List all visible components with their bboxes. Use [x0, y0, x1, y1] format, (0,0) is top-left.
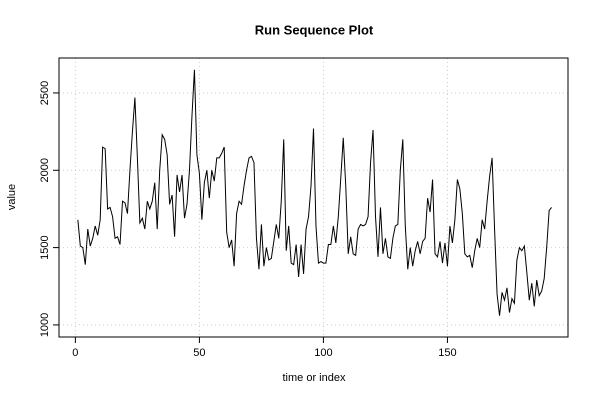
x-tick-label: 100	[314, 347, 332, 359]
y-tick-label: 2500	[39, 81, 51, 105]
x-tick-label: 150	[438, 347, 456, 359]
data-line	[77, 69, 553, 316]
y-tick-label: 2000	[39, 158, 51, 182]
x-tick-label: 0	[72, 347, 78, 359]
plot-frame	[58, 57, 569, 338]
y-tick-label: 1500	[39, 235, 51, 259]
x-tick-label: 50	[193, 347, 205, 359]
chart-title: Run Sequence Plot	[255, 22, 374, 37]
y-axis-label: value	[6, 184, 18, 210]
x-axis-label: time or index	[283, 372, 346, 384]
y-tick-label: 1000	[39, 313, 51, 337]
